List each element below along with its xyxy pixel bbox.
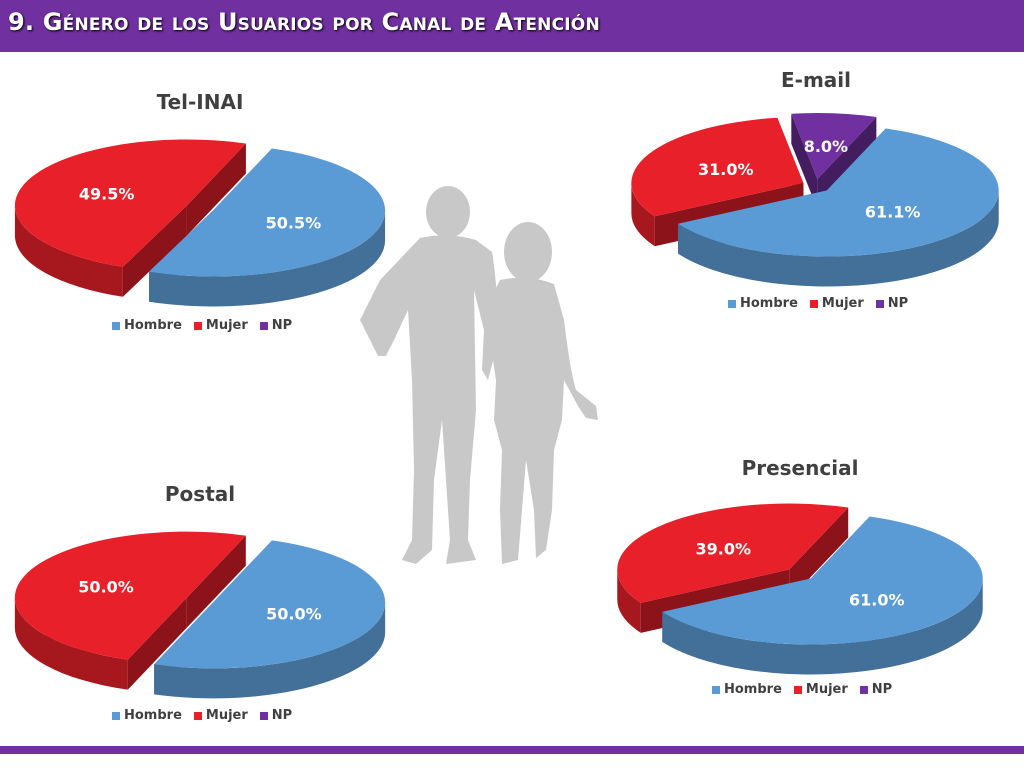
legend-item-hombre: Hombre xyxy=(712,682,782,697)
legend-item-np: NP xyxy=(259,708,293,723)
chart-title: Postal xyxy=(164,482,236,506)
couple-silhouette-image xyxy=(360,186,598,564)
legend-swatch-mujer xyxy=(809,299,818,308)
legend-item-hombre: Hombre xyxy=(112,708,182,723)
pie-slice-side-hombre xyxy=(154,602,386,699)
chart-title: Tel-INAI xyxy=(156,90,244,114)
legend-label: Hombre xyxy=(124,318,182,333)
chart-legend: Hombre Mujer NP xyxy=(728,296,908,311)
pie-svg: 50.0% 50.0% xyxy=(14,531,386,699)
pie-slice-side-hombre xyxy=(149,210,386,307)
legend-swatch-np xyxy=(859,685,868,694)
pie-slice-hombre xyxy=(678,128,999,257)
legend-label: Mujer xyxy=(821,296,864,311)
legend-swatch-np xyxy=(259,711,268,720)
legend-label: Hombre xyxy=(740,296,798,311)
pie-slice-cut-mujer xyxy=(789,507,849,600)
legend-label: Hombre xyxy=(124,708,182,723)
chart-title: Presencial xyxy=(741,456,859,480)
bottom-bar xyxy=(0,746,1024,754)
pie-slice-side-mujer xyxy=(631,182,655,247)
chart-e-mail: E-mail 61.1% 31.0% 8.0% Hombre Mujer NP xyxy=(631,66,1016,326)
data-label-hombre: 61.0% xyxy=(849,591,905,610)
legend-swatch-hombre xyxy=(112,321,120,330)
legend-label: NP xyxy=(271,318,293,333)
legend-label: NP xyxy=(887,296,909,311)
chart-legend: Hombre Mujer NP xyxy=(712,682,892,697)
legend-swatch-np xyxy=(259,321,268,330)
legend-item-mujer: Mujer xyxy=(809,296,864,311)
legend-item-np: NP xyxy=(859,682,893,697)
legend-swatch-np xyxy=(875,299,884,308)
data-label-mujer: 50.0% xyxy=(78,577,134,596)
pie-slice-mujer xyxy=(617,503,849,603)
pie-slice-cut-mujer xyxy=(127,597,187,690)
pie-slice-side-mujer xyxy=(14,205,123,297)
pie-slice-side-hombre xyxy=(662,578,983,675)
data-label-hombre: 50.0% xyxy=(266,605,322,624)
pie-svg: 50.5% 49.5% xyxy=(14,139,386,307)
legend-item-mujer: Mujer xyxy=(193,708,248,723)
pie-slice-mujer xyxy=(14,139,246,267)
title-bar: 9. Género de los Usuarios por Canal de A… xyxy=(0,0,1024,52)
legend-label: NP xyxy=(271,708,293,723)
legend-swatch-hombre xyxy=(112,711,120,720)
pie-slice-mujer xyxy=(14,531,246,660)
pie-slice-hombre xyxy=(154,540,386,669)
legend-swatch-mujer xyxy=(193,711,202,720)
pie-slice-mujer xyxy=(631,117,804,217)
legend-label: Mujer xyxy=(805,682,848,697)
legend-item-hombre: Hombre xyxy=(112,318,182,333)
data-label-hombre: 50.5% xyxy=(266,213,322,232)
pie-slice-hombre xyxy=(662,516,983,645)
legend-swatch-hombre xyxy=(712,685,720,694)
data-label-mujer: 49.5% xyxy=(79,185,135,204)
legend-item-hombre: Hombre xyxy=(728,296,798,311)
legend-swatch-mujer xyxy=(193,321,202,330)
pie-slice-cut-np xyxy=(791,113,818,210)
pie-slice-hombre xyxy=(149,148,386,277)
legend-item-mujer: Mujer xyxy=(793,682,848,697)
legend-swatch-mujer xyxy=(793,685,802,694)
data-label-mujer: 31.0% xyxy=(698,160,754,179)
page-title: 9. Género de los Usuarios por Canal de A… xyxy=(8,8,600,36)
data-label-np: 8.0% xyxy=(804,137,848,156)
legend-label: NP xyxy=(871,682,893,697)
legend-label: Hombre xyxy=(724,682,782,697)
chart-presencial: Presencial 61.0% 39.0% Hombre Mujer NP xyxy=(617,454,1000,714)
chart-legend: Hombre Mujer NP xyxy=(112,708,292,723)
pie-slice-side-mujer xyxy=(14,597,128,690)
pie-svg: 61.0% 39.0% xyxy=(617,503,983,675)
legend-label: Mujer xyxy=(205,708,248,723)
pie-svg: 61.1% 31.0% 8.0% xyxy=(631,113,999,287)
chart-legend: Hombre Mujer NP xyxy=(112,318,292,333)
pie-slice-cut-mujer xyxy=(186,143,246,236)
data-label-mujer: 39.0% xyxy=(695,539,751,558)
pie-slice-np xyxy=(791,113,877,180)
data-label-hombre: 61.1% xyxy=(865,203,921,222)
legend-item-mujer: Mujer xyxy=(193,318,248,333)
chart-tel-inai: Tel-INAI 50.5% 49.5% Hombre Mujer NP xyxy=(14,88,400,348)
chart-title: E-mail xyxy=(780,68,851,92)
pie-slice-side-hombre xyxy=(678,190,999,287)
pie-slice-side-mujer xyxy=(617,569,641,633)
legend-swatch-hombre xyxy=(728,299,736,308)
legend-item-np: NP xyxy=(259,318,293,333)
pie-slice-cut-mujer xyxy=(122,205,187,297)
legend-label: Mujer xyxy=(205,318,248,333)
chart-postal: Postal 50.0% 50.0% Hombre Mujer NP xyxy=(14,480,400,740)
pie-slice-cut-mujer xyxy=(186,535,246,628)
legend-item-np: NP xyxy=(875,296,909,311)
